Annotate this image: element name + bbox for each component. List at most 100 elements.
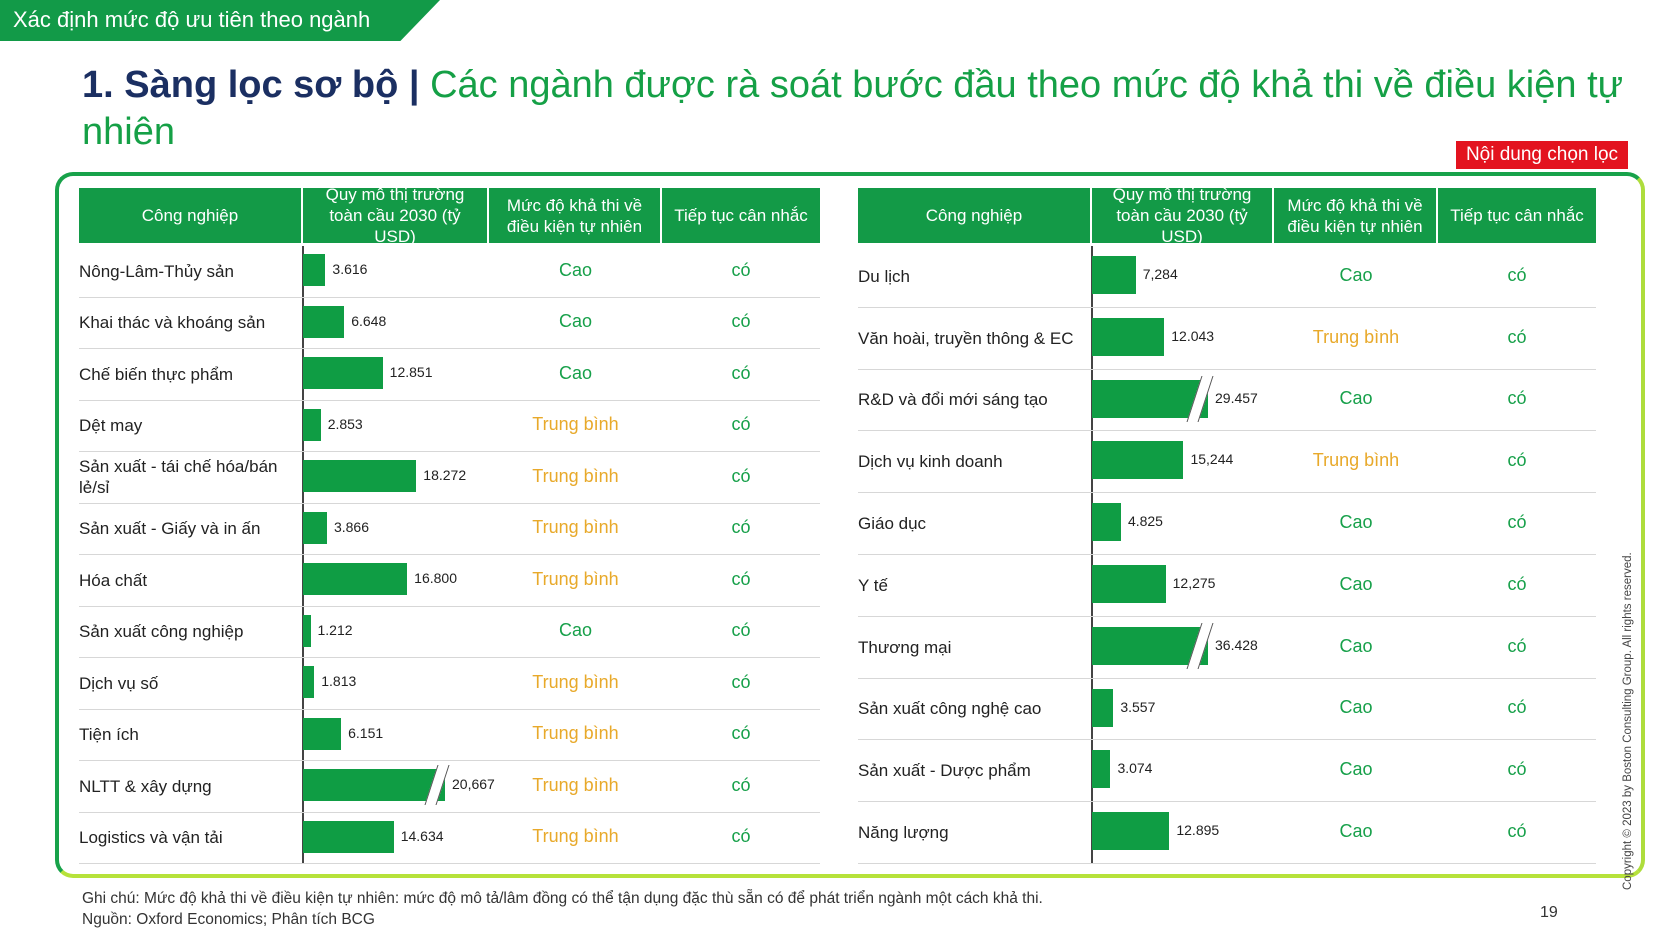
table-row: NLTT & xây dựng 20,667 Trung bình có <box>79 761 820 813</box>
industry-name: Du lịch <box>858 266 910 286</box>
selected-content-badge: Nội dung chọn lọc <box>1456 141 1628 169</box>
market-size-value: 2.853 <box>327 415 363 432</box>
market-size-bar <box>1092 750 1111 789</box>
market-size-value: 4.825 <box>1127 513 1163 530</box>
market-size-value: 16.800 <box>414 570 457 586</box>
industry-name: Sản xuất - tái chế hóa/bán lẻ/sỉ <box>79 457 278 498</box>
page-title: 1. Sàng lọc sơ bộ | Các ngành được rà so… <box>82 62 1642 156</box>
feasibility-level: Cao <box>1339 388 1373 409</box>
market-size-bar <box>303 614 311 647</box>
industry-name: Khai thác và khoáng sản <box>79 313 266 333</box>
feasibility-level: Trung bình <box>1312 450 1400 471</box>
market-size-value: 1.813 <box>321 673 357 689</box>
table-row: Hóa chất 16.800 Trung bình có <box>79 555 820 607</box>
feasibility-level: Trung bình <box>1312 326 1400 347</box>
feasibility-level: Trung bình <box>532 465 619 486</box>
table-row: Nông-Lâm-Thủy sản 3.616 Cao có <box>79 246 820 298</box>
table-row: Dịch vụ số 1.813 Trung bình có <box>79 658 820 710</box>
market-size-value: 12.895 <box>1176 822 1220 839</box>
table-row: Logistics và vận tải 14.634 Trung bình có <box>79 813 820 864</box>
market-size-value: 6.648 <box>351 312 387 329</box>
industry-name: Nông-Lâm-Thủy sản <box>79 261 234 281</box>
table-row: Sản xuất - Giấy và in ấn 3.866 Trung bình c… <box>79 504 820 555</box>
industry-name: Hóa chất <box>79 570 148 590</box>
market-size-bar <box>1092 256 1136 294</box>
feasibility-level: Cao <box>1339 759 1373 780</box>
table-row: Văn hoài, truyền thông & EC 12.043 Trung b… <box>858 308 1596 370</box>
continue-consider-value: có <box>1507 697 1527 718</box>
continue-consider-value: có <box>1507 635 1527 656</box>
feasibility-level: Trung bình <box>532 774 619 795</box>
feasibility-level: Trung bình <box>532 671 619 692</box>
feasibility-level: Cao <box>1339 697 1373 718</box>
header-consider: Tiếp tục cân nhắc <box>674 206 808 225</box>
feasibility-level: Trung bình <box>532 414 619 435</box>
continue-consider-value: có <box>731 311 751 332</box>
section-tag-label: Xác định mức độ ưu tiên theo ngành <box>13 7 371 32</box>
feasibility-level: Cao <box>1339 573 1373 594</box>
market-size-bar <box>303 717 342 750</box>
industry-name: Dịch vụ kinh doanh <box>858 452 1003 472</box>
table-row: Sản xuất - Dược phẩm 3.074 Cao có <box>858 740 1596 803</box>
continue-consider-value: có <box>1507 326 1527 347</box>
market-size-bar <box>303 769 445 801</box>
feasibility-level: Cao <box>558 259 593 280</box>
table-row: Thương mại 36.428 Cao có <box>858 617 1596 679</box>
feasibility-level: Cao <box>558 311 593 332</box>
market-size-bar <box>1092 812 1170 851</box>
market-size-value: 3.866 <box>333 518 370 535</box>
feasibility-level: Cao <box>1339 821 1373 842</box>
continue-consider-value: có <box>731 362 751 383</box>
header-feasibility: Mức độ khả thi về điều kiện tự nhiên <box>1274 188 1438 243</box>
feasibility-level: Trung bình <box>532 517 619 538</box>
table-row: Giáo dục 4.825 Cao có <box>858 493 1596 555</box>
bar-axis <box>1091 246 1093 864</box>
market-size-bar <box>1092 565 1166 603</box>
market-size-bar <box>303 460 417 492</box>
industry-name: Văn hoài, truyền thông & EC <box>858 328 1074 348</box>
market-size-bar <box>303 254 326 286</box>
feasibility-level: Cao <box>558 362 593 383</box>
industry-name: Giáo dục <box>858 514 927 534</box>
title-rest: Các ngành được rà soát bước đầu theo mức… <box>82 64 1624 153</box>
feasibility-level: Trung bình <box>532 723 619 744</box>
page-number: 19 <box>1540 904 1558 921</box>
market-size-bar <box>303 820 394 853</box>
industry-name: Logistics và vận tải <box>79 828 223 848</box>
continue-consider-value: có <box>731 517 751 538</box>
market-size-bar <box>303 408 321 441</box>
continue-consider-value: có <box>731 826 751 847</box>
market-size-bar <box>303 563 408 595</box>
continue-consider-value: có <box>731 723 751 744</box>
note-text: Ghi chú: Mức độ khả thi về điều kiện tự … <box>82 890 1043 907</box>
table-header: Công nghiệp Quy mô thị trường toàn cầu 20… <box>79 185 820 246</box>
continue-consider-value: có <box>1507 388 1527 409</box>
market-size-value: 29.457 <box>1215 389 1258 406</box>
header-industry: Công nghiệp <box>79 188 303 243</box>
market-size-value: 12,275 <box>1172 575 1216 591</box>
table-row: Chế biến thực phẩm 12.851 Cao có <box>79 349 820 401</box>
table-row: Sản xuất công nghệ cao 3.557 Cao có <box>858 679 1596 741</box>
industry-name: Sản xuất công nghệ cao <box>858 699 1042 719</box>
industry-name: NLTT & xây dựng <box>79 776 212 796</box>
market-size-value: 1.212 <box>317 621 353 638</box>
table-row: Khai thác và khoáng sản 6.648 Cao có <box>79 298 820 349</box>
market-size-value: 6.151 <box>348 724 384 741</box>
continue-consider-value: có <box>731 774 751 795</box>
continue-consider-value: có <box>731 465 751 486</box>
table-row: R&D và đổi mới sáng tạo 29.457 Cao có <box>858 370 1596 432</box>
feasibility-level: Trung bình <box>532 568 619 589</box>
market-size-bar <box>1092 503 1121 542</box>
continue-consider-value: có <box>731 671 751 692</box>
industry-name: Thương mại <box>858 637 952 657</box>
feasibility-level: Cao <box>1339 635 1373 656</box>
market-size-value: 20,667 <box>452 776 495 792</box>
table-row: Năng lượng 12.895 Cao có <box>858 802 1596 864</box>
continue-consider-value: có <box>1507 264 1527 285</box>
market-size-bar <box>1092 379 1208 418</box>
market-size-value: 3.074 <box>1117 760 1153 777</box>
bar-axis <box>302 246 304 864</box>
market-size-bar <box>303 305 345 338</box>
content-frame <box>55 172 1645 878</box>
industry-name: Dịch vụ số <box>79 673 159 693</box>
